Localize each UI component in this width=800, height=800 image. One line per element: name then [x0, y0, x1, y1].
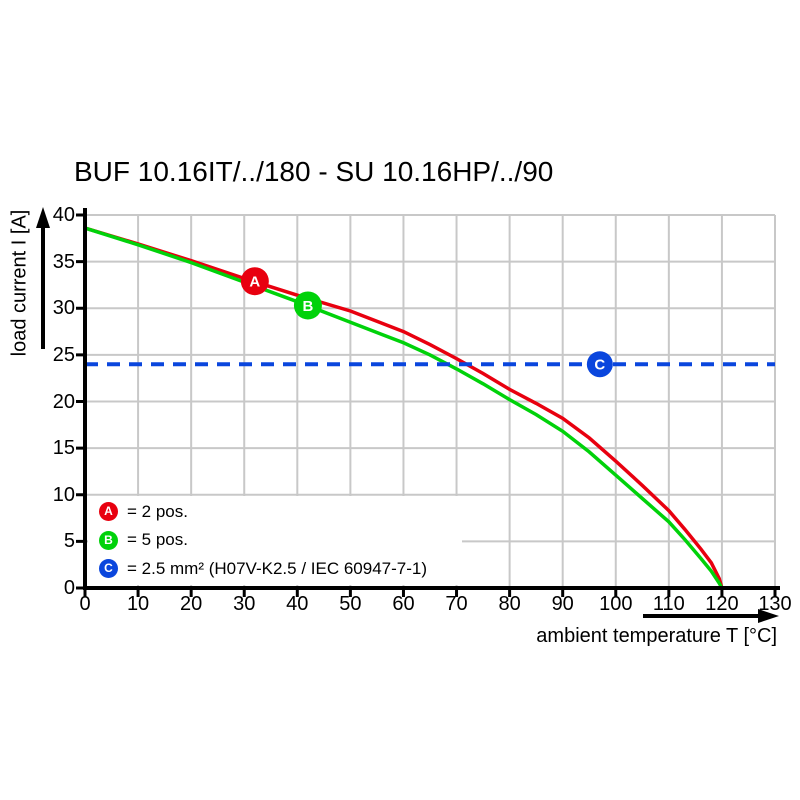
legend-marker-a-icon: A	[99, 502, 118, 521]
curve-marker-a	[240, 267, 269, 296]
legend-item-b: B = 5 pos.	[88, 527, 462, 554]
curve-marker-letter: C	[594, 357, 605, 374]
legend: A = 2 pos. B = 5 pos. C = 2.5 mm² (H07V-…	[88, 496, 462, 585]
x-axis-arrow-icon	[643, 609, 779, 623]
legend-item-a: A = 2 pos.	[88, 498, 462, 525]
chart-title: BUF 10.16IT/../180 - SU 10.16HP/../90	[74, 156, 554, 187]
legend-label-a: = 2 pos.	[127, 501, 188, 521]
curve-marker-letter: A	[249, 274, 260, 291]
curve-A	[84, 226, 724, 589]
curve-marker-c	[586, 351, 613, 378]
legend-label-c: = 2.5 mm² (H07V-K2.5 / IEC 60947-7-1)	[127, 558, 427, 578]
y-axis-arrow-icon	[36, 207, 50, 349]
legend-label-b: = 5 pos.	[127, 530, 188, 549]
legend-marker-b-icon: B	[99, 530, 118, 550]
legend-marker-c-icon: C	[99, 559, 118, 578]
legend-item-c: C = 2.5 mm² (H07V-K2.5 / IEC 60947-7-1)	[88, 555, 462, 582]
curve-marker-b	[293, 291, 322, 320]
curve-marker-letter: B	[303, 298, 314, 315]
curve-B	[84, 226, 724, 589]
x-axis-title: ambient temperature T [°C]	[536, 625, 777, 647]
